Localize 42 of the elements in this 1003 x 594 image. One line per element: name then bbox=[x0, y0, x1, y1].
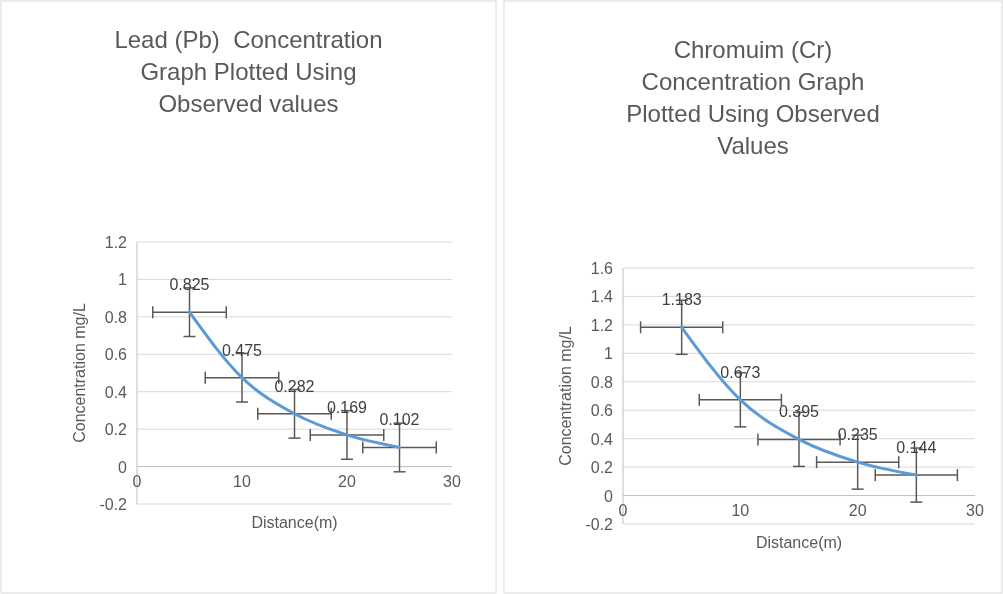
y-tick-label: 1.2 bbox=[104, 234, 128, 251]
y-tick-label: 0.4 bbox=[590, 430, 614, 448]
y-tick-label: 0.6 bbox=[104, 346, 128, 364]
x-tick-label: 20 bbox=[338, 472, 356, 490]
y-tick-label: 1 bbox=[118, 271, 128, 289]
y-tick-label: -0.2 bbox=[585, 516, 614, 533]
data-label: 0.673 bbox=[720, 363, 761, 381]
y-axis-title: Concentration mg/L bbox=[557, 326, 574, 466]
x-tick-label: 0 bbox=[618, 501, 628, 519]
y-tick-label: 0 bbox=[118, 458, 128, 476]
y-tick-label: 0 bbox=[604, 487, 614, 505]
x-tick-label: 30 bbox=[443, 472, 461, 490]
data-label: 0.395 bbox=[778, 403, 820, 421]
y-tick-label: 0.4 bbox=[104, 383, 128, 401]
y-tick-label: 1.6 bbox=[590, 260, 614, 277]
y-tick-label: 1.2 bbox=[590, 316, 614, 334]
y-axis-title: Concentration mg/L bbox=[71, 303, 88, 443]
y-tick-label: -0.2 bbox=[99, 496, 128, 513]
x-tick-label: 0 bbox=[132, 472, 142, 490]
data-label: 0.144 bbox=[896, 439, 937, 457]
y-tick-label: 0.6 bbox=[590, 402, 614, 420]
y-tick-label: 0.2 bbox=[590, 459, 614, 477]
data-label: 0.282 bbox=[274, 377, 315, 395]
x-tick-label: 20 bbox=[848, 501, 867, 519]
y-tick-label: 0.8 bbox=[590, 373, 614, 391]
y-tick-label: 1 bbox=[604, 345, 614, 363]
x-tick-label: 10 bbox=[731, 501, 750, 519]
data-label: 0.169 bbox=[326, 398, 368, 416]
x-axis-title: Distance(m) bbox=[755, 534, 843, 551]
y-tick-label: 0.8 bbox=[104, 308, 128, 326]
data-label: 0.825 bbox=[169, 276, 210, 294]
chart-title: Chromuim (Cr) Concentration Graph Plotted Using Observed Values bbox=[626, 36, 880, 159]
y-tick-label: 1.4 bbox=[590, 288, 614, 306]
data-label: 1.183 bbox=[661, 291, 702, 309]
data-label: 0.102 bbox=[379, 411, 420, 429]
y-tick-label: 0.2 bbox=[104, 421, 128, 439]
chart-title: Lead (Pb) Concentration Graph Plotted Using Observed values bbox=[114, 26, 383, 117]
data-label: 0.475 bbox=[221, 341, 263, 359]
data-label: 0.235 bbox=[837, 426, 878, 444]
x-tick-label: 30 bbox=[966, 501, 984, 519]
x-axis-title: Distance(m) bbox=[251, 514, 338, 531]
x-tick-label: 10 bbox=[233, 472, 251, 490]
